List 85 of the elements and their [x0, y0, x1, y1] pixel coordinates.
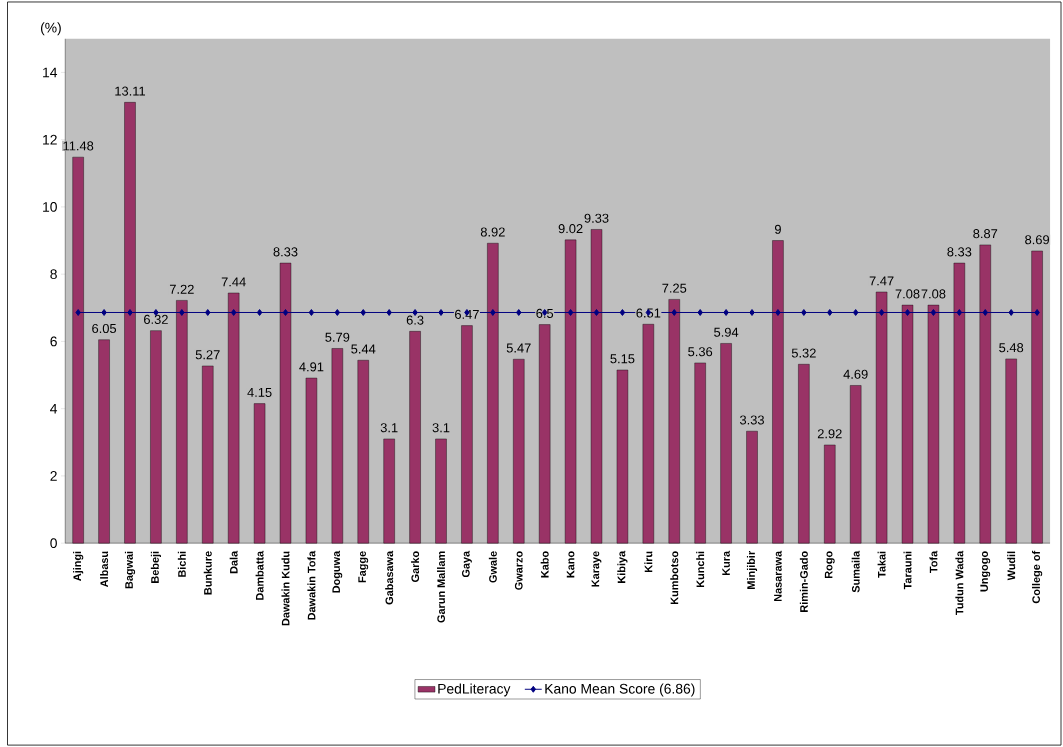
y-axis-title: (%) [40, 22, 61, 36]
data-label: 3.33 [739, 415, 764, 425]
x-tick-label: Gwarzo [514, 551, 523, 590]
data-label: 6.32 [144, 314, 168, 324]
data-label: 4.15 [247, 387, 272, 397]
data-label: 8.87 [973, 229, 998, 239]
x-tick-label: Gwale [488, 551, 497, 583]
data-label: 6.3 [406, 315, 424, 325]
x-tick-label: Kunchi [696, 551, 705, 588]
x-tick-label: Rimin-Gado [799, 551, 808, 612]
y-tick-label: 14 [43, 67, 58, 78]
data-label: 5.94 [714, 327, 739, 337]
x-tick-label: Albasu [100, 551, 109, 587]
x-tick-label: Ajingi [73, 551, 84, 581]
data-label: 11.48 [63, 141, 94, 151]
x-tick-label: Kabo [540, 551, 549, 578]
x-tick-label: Dambatta [255, 550, 264, 600]
x-tick-label: Kiru [644, 551, 653, 572]
x-tick-label: Takai [877, 551, 886, 578]
data-label: 5.48 [999, 343, 1024, 353]
data-label: 4.69 [843, 369, 868, 379]
data-label: 7.47 [869, 276, 894, 286]
x-tick-label: Bunkure [203, 551, 212, 595]
data-label: 8.69 [1025, 235, 1050, 245]
x-tick-label: Gabasawa [385, 550, 394, 605]
x-tick-label: Wudil [1007, 551, 1016, 581]
x-tick-label: Kura [722, 550, 730, 575]
x-tick-label: Sumaila [851, 550, 860, 593]
x-tick-label: Dawakin Tofa [307, 550, 316, 620]
x-tick-label: Bebeji [150, 551, 161, 583]
x-tick-label: Karaye [591, 551, 602, 587]
y-tick-label: 4 [50, 403, 58, 414]
x-tick-label: Bagwai [124, 551, 136, 589]
data-label: 3.1 [432, 423, 450, 433]
data-label: 6.47 [455, 309, 479, 319]
x-tick-label: Gaya [462, 550, 472, 578]
x-tick-label: Kano [566, 551, 575, 578]
y-tick-label: 8 [50, 269, 57, 280]
data-label: 5.32 [791, 348, 816, 358]
x-tick-label: Doguwa [332, 550, 343, 593]
data-label: 9 [774, 224, 781, 234]
data-label: 8.33 [273, 247, 298, 257]
y-tick-label: 12 [43, 134, 57, 145]
x-tick-label: Kibiya [617, 550, 628, 583]
data-label: 2.92 [817, 429, 842, 439]
data-label: 3.1 [380, 423, 398, 433]
data-label: 7.44 [221, 277, 246, 287]
data-label: 7.08 [921, 289, 946, 299]
data-label: 13.11 [115, 86, 146, 96]
x-tick-label: Bichi [177, 551, 186, 577]
data-label: 9.33 [584, 213, 609, 223]
data-label: 5.27 [195, 350, 220, 360]
x-tick-label: Kumbotso [670, 551, 679, 605]
data-label: 5.36 [688, 347, 713, 357]
data-label: 5.15 [610, 354, 635, 364]
data-label: 5.79 [325, 332, 350, 342]
x-tick-label: Rogo [824, 551, 835, 578]
y-tick-label: 2 [50, 471, 57, 481]
x-tick-label: Nasarawa [774, 550, 782, 602]
data-label: 7.22 [169, 284, 194, 294]
data-label: 7.08 [895, 289, 920, 299]
x-tick-label: Dawakin Kudu [281, 551, 290, 626]
x-tick-label: Tarauni [903, 551, 912, 590]
x-tick-label: Dala [229, 550, 238, 574]
data-label: 8.92 [480, 227, 505, 237]
data-label: 7.25 [662, 283, 687, 293]
x-tick-label: Minjibir [746, 551, 758, 589]
data-label: 9.02 [558, 224, 583, 234]
x-tick-label: Fagge [358, 551, 369, 583]
y-tick-label: 0 [50, 538, 57, 549]
data-label: 6.05 [92, 323, 117, 334]
x-tick-label: Tofa [929, 550, 938, 573]
data-label: 4.91 [299, 362, 324, 372]
legend-label: PedLiteracy [438, 683, 511, 697]
y-tick-label: 6 [50, 336, 57, 347]
x-tick-label: Garko [411, 551, 420, 582]
data-label: 5.47 [506, 343, 531, 353]
data-label: 5.44 [351, 344, 376, 354]
y-tick-label: 10 [43, 201, 57, 212]
x-tick-label: Tudun Wada [955, 550, 964, 615]
x-tick-label: College of [1032, 550, 1043, 604]
x-tick-label: Garun Mallam [437, 551, 446, 623]
legend-label: Kano Mean Score (6.86) [545, 683, 695, 697]
data-label: 8.33 [947, 247, 972, 257]
x-tick-label: Ungogo [980, 551, 991, 592]
